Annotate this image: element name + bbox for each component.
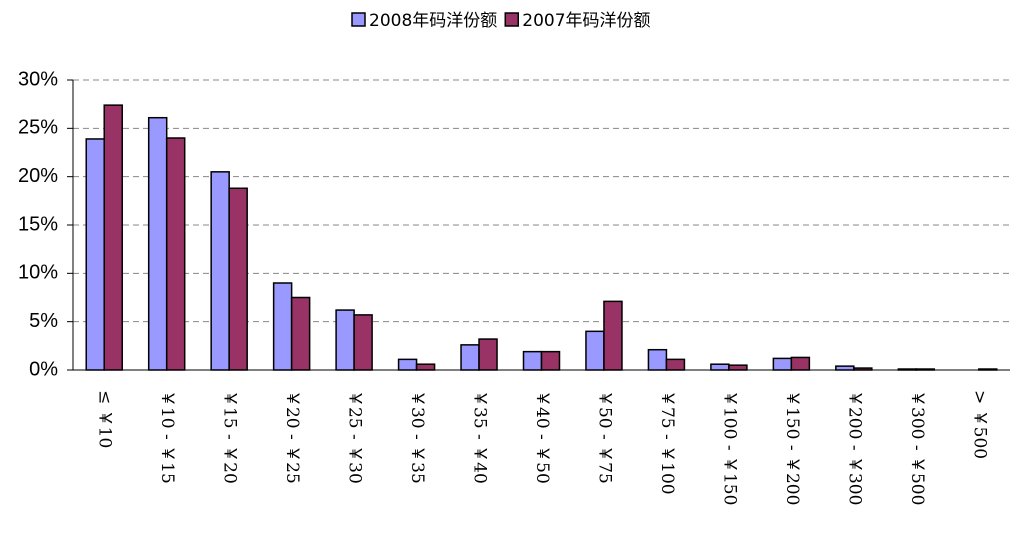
bar xyxy=(103,104,123,371)
x-tick-label: ￥150 - ￥200 xyxy=(782,390,802,505)
bar xyxy=(290,296,311,371)
bar xyxy=(272,282,293,371)
x-tick-label: ￥50 - ￥75 xyxy=(594,390,614,484)
bar xyxy=(835,365,855,371)
bar xyxy=(353,314,373,371)
bar xyxy=(397,358,418,371)
x-tick-label: ￥100 - ￥150 xyxy=(719,390,739,505)
x-tick-label: ￥75 - ￥100 xyxy=(657,390,677,495)
x-tick-label: ￥15 - ￥20 xyxy=(220,390,240,484)
bar xyxy=(335,309,355,371)
y-tick-label: 15% xyxy=(18,213,58,235)
x-tick-label: ￥40 - ￥50 xyxy=(532,390,552,484)
legend-swatch xyxy=(504,12,520,27)
bar xyxy=(978,368,998,371)
x-tick-label: ￥30 - ￥35 xyxy=(407,390,427,484)
x-tick-label: ￥300 - ￥500 xyxy=(907,390,927,505)
bar xyxy=(772,357,793,371)
legend-swatch xyxy=(351,12,366,27)
y-tick-label: 30% xyxy=(18,68,58,90)
bar xyxy=(460,344,480,371)
x-tick-label: ￥20 - ￥25 xyxy=(282,390,302,484)
bar xyxy=(897,368,918,371)
bar xyxy=(647,348,668,371)
bar xyxy=(585,330,605,371)
x-tick-label: > ￥500 xyxy=(969,390,989,459)
bar xyxy=(147,116,168,371)
bar xyxy=(478,338,498,371)
bar xyxy=(603,300,623,371)
bar xyxy=(540,350,561,371)
y-tick-label: 20% xyxy=(18,165,58,187)
legend-label: 2008年码洋份额 xyxy=(369,11,497,31)
y-tick-label: 25% xyxy=(18,117,58,139)
x-tick-label: ￥25 - ￥30 xyxy=(345,390,365,484)
bar xyxy=(790,356,811,371)
y-tick-label: 5% xyxy=(29,310,58,332)
bar xyxy=(710,363,730,371)
bar xyxy=(85,138,105,371)
bar xyxy=(915,368,936,371)
bar xyxy=(853,367,873,371)
bar xyxy=(210,171,230,371)
bar xyxy=(228,187,248,371)
legend-label: 2007年码洋份额 xyxy=(522,11,650,31)
bar xyxy=(665,358,686,371)
bar xyxy=(522,350,543,371)
bar xyxy=(728,364,748,371)
x-tick-label: ￥200 - ￥300 xyxy=(844,390,864,505)
x-tick-label: ≤ ￥10 xyxy=(95,390,115,448)
x-tick-label: ￥35 - ￥40 xyxy=(470,390,490,484)
y-tick-label: 10% xyxy=(18,262,58,284)
y-tick-label: 0% xyxy=(29,358,58,380)
bar xyxy=(165,137,186,371)
bar xyxy=(415,363,436,371)
x-tick-label: ￥10 - ￥15 xyxy=(157,390,177,484)
